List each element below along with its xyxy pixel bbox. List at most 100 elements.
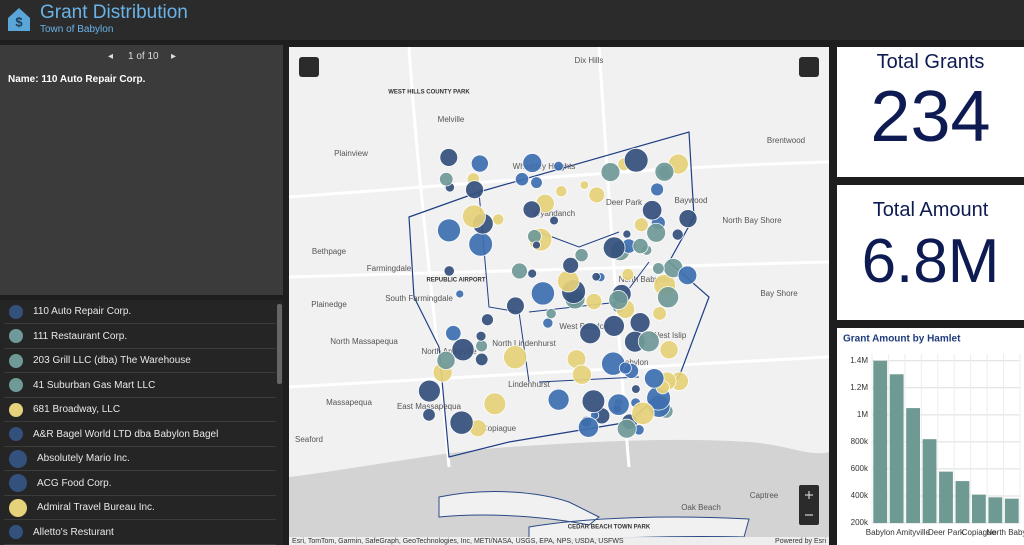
point-symbol	[585, 293, 603, 310]
symbol	[9, 474, 27, 492]
place-label: Baywood	[675, 196, 708, 205]
header: $ Grant Distribution Town of Babylon	[0, 0, 1024, 40]
point-symbol	[445, 325, 462, 342]
expand-button[interactable]	[799, 57, 819, 77]
y-tick-label: 800k	[851, 437, 869, 446]
kpi-card: Total Grants 234	[837, 47, 1024, 177]
bar	[988, 497, 1003, 523]
y-tick-label: 600k	[851, 464, 869, 473]
point-symbol	[555, 185, 568, 198]
point-symbol	[506, 296, 525, 316]
symbol	[9, 498, 27, 517]
item-name: 681 Broadway, LLC	[33, 404, 121, 415]
list-item[interactable]: 203 Grill LLC (dba) The Warehouse	[4, 349, 276, 373]
y-tick-label: 200k	[851, 518, 869, 527]
map: WEST HILLS COUNTY PARK Dix Hills Melville P…	[289, 47, 829, 545]
point-symbol	[659, 340, 679, 360]
place-label: Lindenhurst	[508, 380, 551, 389]
point-symbol	[439, 171, 454, 187]
list-item[interactable]: Absolutely Mario Inc.	[4, 447, 276, 471]
place-label: WEST HILLS COUNTY PARK	[388, 90, 470, 96]
point-symbol	[657, 286, 680, 309]
point-symbol	[514, 172, 530, 187]
place-label: Bethpage	[312, 247, 347, 256]
list-item[interactable]: 681 Broadway, LLC	[4, 398, 276, 422]
point-symbol	[602, 236, 626, 260]
list-item[interactable]: 110 Auto Repair Corp.	[4, 300, 276, 324]
point-symbol	[618, 361, 632, 375]
place-label: Deer Park	[606, 198, 643, 207]
symbol	[9, 353, 23, 368]
item-name: 111 Restaurant Corp.	[33, 330, 128, 342]
point-symbol	[436, 350, 456, 371]
symbol	[9, 449, 27, 468]
chart-title: Grant Amount by Hamlet	[843, 334, 961, 345]
list-item[interactable]: 41 Suburban Gas Mart LLC	[4, 374, 276, 398]
point-symbol	[637, 330, 660, 353]
list-item[interactable]: Admiral Travel Bureau Inc.	[4, 496, 276, 520]
point-symbol	[671, 228, 684, 241]
app-icon: $	[8, 8, 30, 31]
scrollbar	[277, 304, 282, 384]
item-name: Absolutely Mario Inc.	[37, 453, 130, 464]
place-label: Wheatley Heights	[513, 162, 576, 171]
place-label: Farmingdale	[367, 264, 412, 273]
list-item[interactable]: A&R Bagel World LTD dba Babylon Bagel	[4, 423, 276, 447]
place-label: North Lindenhurst	[492, 339, 556, 348]
place-label: Massapequa	[326, 398, 372, 407]
select-button[interactable]	[299, 57, 319, 77]
point-symbol	[644, 368, 665, 389]
svg-text:$: $	[15, 14, 23, 29]
item-name: A&R Bagel World LTD dba Babylon Bagel	[33, 428, 219, 440]
point-symbol	[588, 186, 606, 204]
point-symbol	[632, 237, 649, 255]
point-symbol	[527, 268, 538, 279]
bar	[939, 471, 953, 523]
point-symbol	[522, 200, 541, 219]
point-symbol	[455, 289, 465, 299]
zoom-icons	[805, 491, 813, 516]
point-symbol	[481, 313, 494, 327]
point-symbol	[549, 215, 559, 226]
point-symbol	[641, 200, 663, 221]
place-label: East Massapequa	[397, 402, 462, 411]
list-item[interactable]: Alletto's Resturant	[4, 521, 276, 545]
kpi-card: Total Amount 6.8M	[837, 185, 1024, 320]
point-symbol	[581, 389, 606, 413]
place-label: Oak Beach	[681, 503, 721, 512]
point-symbol	[562, 256, 580, 274]
point-symbol	[437, 218, 461, 243]
list: 110 Auto Repair Corp. 111 Restaurant Corp…	[0, 300, 283, 545]
point-symbol	[542, 317, 554, 329]
point-symbol	[451, 338, 475, 362]
point-symbol	[608, 290, 629, 311]
zoom-buttons[interactable]	[799, 485, 819, 525]
item-name: Alletto's Resturant	[33, 526, 114, 538]
point-symbol	[545, 308, 557, 320]
item-name: 203 Grill LLC (dba) The Warehouse	[33, 355, 191, 366]
point-symbol	[600, 162, 621, 182]
place-label: Bay Shore	[760, 289, 798, 298]
point-symbol	[678, 209, 698, 229]
attribution-bar	[289, 537, 829, 545]
list-item[interactable]: 111 Restaurant Corp.	[4, 325, 276, 349]
point-symbol	[579, 322, 602, 345]
pager-prev[interactable]: ◂	[108, 51, 114, 62]
point-symbol	[579, 180, 590, 190]
point-symbol	[621, 268, 635, 281]
point-symbol	[439, 148, 459, 167]
powered-by: Powered by Esri	[775, 538, 826, 545]
place-label: CEDAR BEACH TOWN PARK	[568, 525, 651, 531]
list-item[interactable]: ACG Food Corp.	[4, 472, 276, 496]
attribution: Esri, TomTom, Garmin, SafeGraph, GeoTech…	[292, 538, 624, 545]
point-symbol	[530, 281, 555, 306]
point-symbol	[553, 160, 564, 172]
details-panel: ◂ 1 of 10 ▸ Name: 110 Auto Repair Corp.	[0, 45, 283, 295]
pager-next[interactable]: ▸	[171, 51, 177, 62]
point-symbol	[629, 312, 651, 334]
place-label: Plainedge	[311, 300, 347, 309]
point-symbol	[652, 262, 665, 275]
point-symbol	[449, 410, 474, 435]
point-symbol	[503, 345, 528, 370]
point-symbol	[465, 180, 484, 200]
